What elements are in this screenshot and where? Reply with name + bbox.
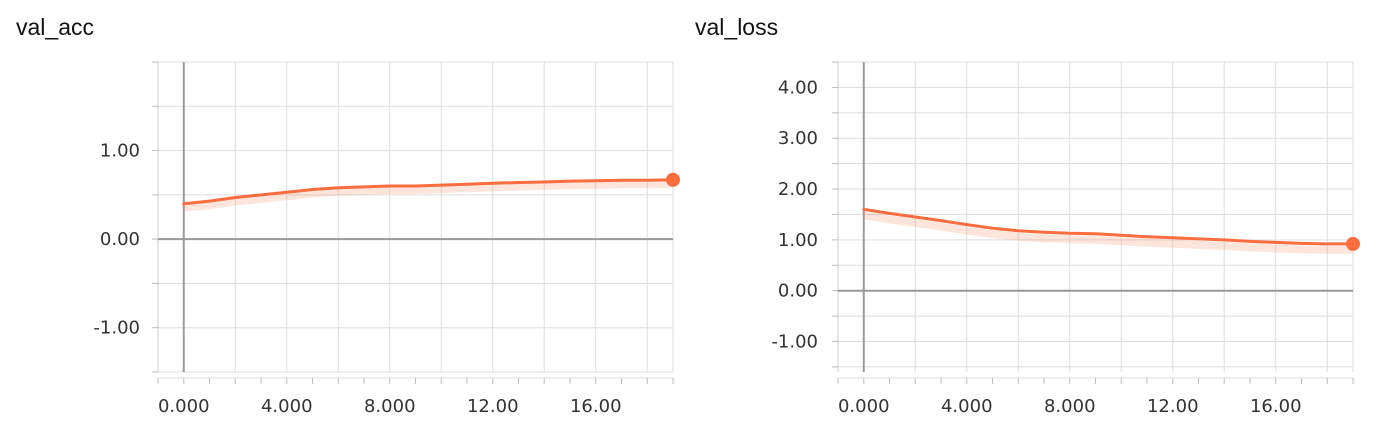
y-tick-label: 0.00 [100, 229, 140, 250]
x-tick-label: 16.00 [1250, 396, 1302, 417]
y-tick-label: -1.00 [771, 332, 818, 353]
y-tick-label: 1.00 [100, 141, 140, 162]
val-acc-chart[interactable]: 1.00 0.00 -1.00 0.000 4.000 8.000 12.00 16.00 [0, 0, 690, 424]
x-tick-label: 0.000 [838, 396, 890, 417]
series-band [183, 179, 674, 212]
x-tick-label: 8.000 [1044, 396, 1096, 417]
y-tick-label: 3.00 [778, 128, 818, 149]
x-tick-label: 0.000 [158, 396, 210, 417]
y-tick-label: 2.00 [778, 179, 818, 200]
x-tick-label: 12.00 [467, 396, 519, 417]
series-end-point [666, 172, 680, 187]
series-line [862, 207, 1355, 246]
x-tick-label: 16.00 [570, 396, 622, 417]
series-line [182, 178, 675, 206]
chart-title: val_acc [16, 14, 94, 40]
y-tick-label: 1.00 [778, 230, 818, 251]
x-tick-label: 4.000 [261, 396, 313, 417]
series-band [863, 211, 1353, 254]
series-end-point [1346, 236, 1360, 251]
x-tick-label: 12.00 [1147, 396, 1199, 417]
y-tick-label: 4.00 [778, 77, 818, 98]
val-acc-panel: val_acc 1.00 0.00 -1.00 0.000 4.000 8.000 12.0… [0, 0, 690, 424]
x-tick-label: 8.000 [364, 396, 416, 417]
x-tick-label: 4.000 [941, 396, 993, 417]
grid [157, 61, 674, 373]
val-loss-chart[interactable]: 4.00 3.00 2.00 1.00 0.00 -1.00 0.000 4.000 8.000… [690, 0, 1378, 424]
y-tick-label: 0.00 [778, 281, 818, 302]
y-tick-label: -1.00 [93, 318, 140, 339]
val-loss-panel: val_loss 4.00 3.00 2.00 1.00 0.00 -1.00 0.000 4… [690, 0, 1378, 424]
chart-title: val_loss [695, 14, 779, 40]
